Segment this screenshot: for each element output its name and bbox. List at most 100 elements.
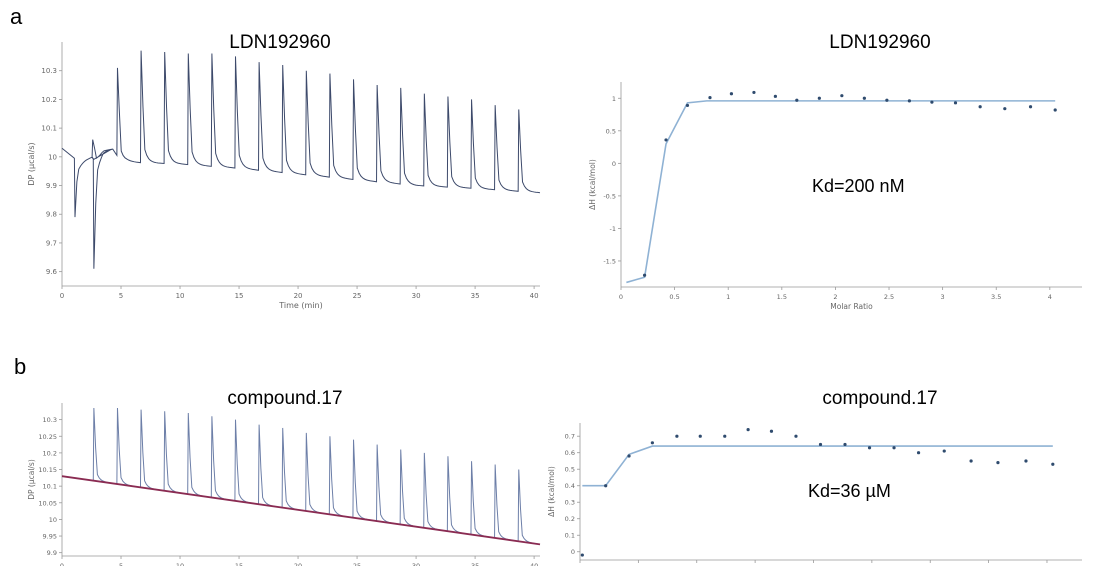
x-tick-label-a_iso: 1 bbox=[726, 293, 730, 301]
data-point-b_iso bbox=[916, 451, 921, 455]
y-tick-label-b_raw: 10 bbox=[49, 516, 57, 524]
thermogram-line-b_raw bbox=[61, 407, 541, 545]
data-point-b_iso bbox=[892, 446, 896, 450]
y-tick-label-b_raw: 10.1 bbox=[43, 483, 57, 491]
y-tick-label-b_raw: 10.05 bbox=[38, 499, 57, 507]
x-tick-label-b_raw: 40 bbox=[530, 562, 538, 566]
data-point-b_iso bbox=[794, 434, 798, 438]
chart-title-a-raw: LDN192960 bbox=[229, 32, 331, 53]
x-tick-label-b_raw: 35 bbox=[471, 562, 479, 566]
data-point-b_iso bbox=[969, 459, 973, 463]
x-tick-label-a_raw: 20 bbox=[294, 292, 303, 300]
y-axis-label-b_iso: ΔH (kcal/mol) bbox=[547, 466, 556, 517]
x-axis-label-a_raw: Time (min) bbox=[278, 301, 322, 310]
x-tick-label-a_iso: 0.5 bbox=[669, 293, 679, 301]
y-tick-label-a_raw: 9.8 bbox=[46, 211, 57, 219]
data-point-b_iso bbox=[698, 434, 702, 438]
y-tick-label-a_raw: 10.1 bbox=[41, 125, 57, 133]
x-tick-label-b_raw: 30 bbox=[412, 562, 420, 566]
data-point-a_iso bbox=[1003, 107, 1007, 111]
plot-area-b_iso: 00.511.522.533.5400.10.20.30.40.50.60.7M… bbox=[547, 423, 1082, 563]
x-tick-label-a_raw: 10 bbox=[176, 292, 185, 300]
data-point-a_iso bbox=[664, 138, 668, 142]
y-tick-label-b_raw: 10.25 bbox=[38, 433, 57, 441]
x-tick-label-a_raw: 30 bbox=[412, 292, 421, 300]
y-tick-label-b_iso: 0 bbox=[571, 548, 575, 556]
data-point-a_iso bbox=[953, 101, 958, 105]
y-tick-label-b_iso: 0.2 bbox=[565, 515, 575, 523]
data-point-a_iso bbox=[708, 96, 712, 100]
y-tick-label-a_raw: 10.2 bbox=[41, 96, 57, 104]
y-tick-label-a_iso: -1 bbox=[610, 225, 616, 233]
data-point-a_iso bbox=[885, 98, 889, 102]
data-point-b_iso bbox=[996, 461, 1000, 465]
x-tick-label-a_iso: 2.5 bbox=[884, 293, 894, 301]
data-point-b_iso bbox=[650, 441, 654, 445]
x-tick-label-a_iso: 2 bbox=[833, 293, 837, 301]
data-point-b_iso bbox=[942, 449, 946, 453]
data-point-b_iso bbox=[580, 553, 584, 557]
fit-curve-a_iso bbox=[626, 100, 1056, 284]
panel-letter-a: a bbox=[10, 4, 23, 29]
chart-title-b-raw: compound.17 bbox=[227, 388, 343, 409]
kd-annotation-b: Kd=36 µM bbox=[808, 481, 891, 501]
x-tick-label-b_raw: 15 bbox=[235, 562, 243, 566]
x-tick-label-b_raw: 20 bbox=[294, 562, 302, 566]
data-point-a_iso bbox=[907, 99, 911, 103]
y-tick-label-a_raw: 10.3 bbox=[41, 67, 57, 75]
data-point-b_iso bbox=[769, 429, 774, 433]
y-tick-label-a_raw: 9.6 bbox=[46, 268, 58, 276]
y-tick-label-b_iso: 0.6 bbox=[565, 449, 575, 457]
data-point-a_iso bbox=[930, 100, 934, 104]
data-point-a_iso bbox=[1028, 105, 1033, 109]
y-tick-label-b_raw: 10.15 bbox=[38, 466, 57, 474]
x-tick-label-a_iso: 4 bbox=[1048, 293, 1052, 301]
data-point-a_iso bbox=[817, 96, 821, 100]
x-tick-label-b_raw: 25 bbox=[353, 562, 361, 566]
chart-title-a-iso: LDN192960 bbox=[829, 32, 931, 53]
x-tick-label-a_iso: 3.5 bbox=[991, 293, 1001, 301]
data-point-a_iso bbox=[773, 94, 777, 98]
y-tick-label-b_iso: 0.5 bbox=[565, 466, 575, 474]
plot-area-a_raw: 0 5 10 15 20 25 30 35 40 9.6 9.7 9.8 9.9 10 10.1 10.2 10… bbox=[27, 42, 541, 310]
y-tick-label-b_raw: 9.9 bbox=[47, 549, 57, 557]
thermogram-line-a_raw bbox=[61, 50, 541, 269]
kd-annotation-a: Kd=200 nM bbox=[812, 176, 905, 196]
data-point-a_iso bbox=[978, 105, 982, 109]
data-point-a_iso bbox=[642, 273, 647, 277]
fit-curve-b_iso bbox=[582, 445, 1053, 487]
y-tick-label-b_iso: 0.1 bbox=[565, 532, 575, 540]
y-tick-label-a_raw: 9.9 bbox=[46, 182, 57, 190]
x-tick-label-a_iso: 1.5 bbox=[777, 293, 787, 301]
y-axis-label-b_raw: DP (µcal/s) bbox=[27, 459, 36, 500]
x-tick-label-a_raw: 15 bbox=[235, 292, 244, 300]
data-point-b_iso bbox=[818, 442, 823, 447]
y-tick-label-b_iso: 0.7 bbox=[565, 433, 575, 441]
x-tick-label-a_raw: 5 bbox=[119, 292, 123, 300]
data-point-a_iso bbox=[752, 90, 756, 95]
baseline-line-b_raw bbox=[61, 475, 541, 546]
data-point-a_iso bbox=[1053, 108, 1057, 112]
y-axis-label-a_raw: DP (µcal/s) bbox=[27, 142, 36, 185]
y-tick-label-a_raw: 9.7 bbox=[46, 239, 57, 247]
x-tick-label-a_raw: 0 bbox=[60, 292, 64, 300]
data-point-b_iso bbox=[1051, 462, 1055, 466]
data-point-a_iso bbox=[729, 92, 734, 96]
y-tick-label-a_iso: 0 bbox=[612, 160, 616, 168]
x-tick-label-b_raw: 0 bbox=[60, 562, 64, 566]
y-tick-label-b_raw: 9.95 bbox=[43, 533, 57, 541]
plot-area-b_raw: 0 5 10 15 20 25 30 35 40 9.9 9.95 10 10.05 10.1 10.15 1… bbox=[27, 403, 541, 566]
panel-letter-b: b bbox=[14, 354, 27, 379]
y-tick-label-a_iso: -1.5 bbox=[603, 257, 616, 265]
x-tick-label-a_iso: 3 bbox=[941, 293, 945, 301]
x-tick-label-a_iso: 0 bbox=[619, 293, 623, 301]
data-point-a_iso bbox=[862, 96, 866, 100]
data-point-b_iso bbox=[843, 442, 847, 447]
data-point-b_iso bbox=[1024, 459, 1028, 463]
x-axis-label-a_iso: Molar Ratio bbox=[830, 302, 873, 311]
y-tick-label-a_raw: 10 bbox=[48, 153, 57, 161]
y-tick-label-a_iso: -0.5 bbox=[603, 192, 616, 200]
y-tick-label-b_raw: 10.3 bbox=[43, 416, 57, 424]
x-tick-label-a_raw: 25 bbox=[353, 292, 362, 300]
plot-area-a_iso: 0 0.5 1 1.5 2 2.5 3 3.5 4 -1.5 -1 -0.5 0 0.5 1 Molar Ra… bbox=[588, 82, 1082, 311]
